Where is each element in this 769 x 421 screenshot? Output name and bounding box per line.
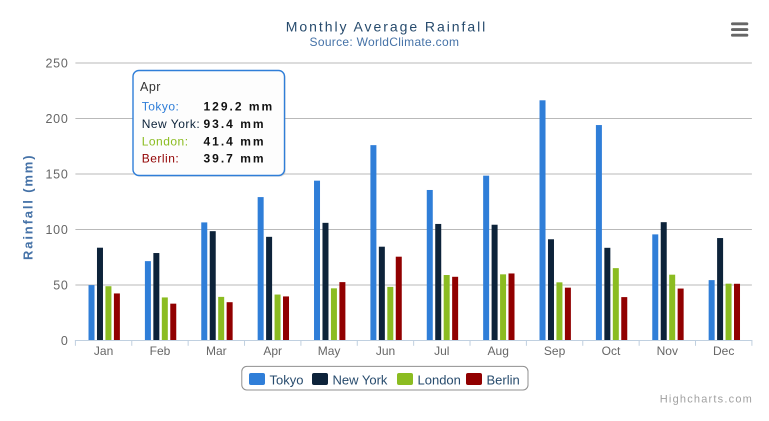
svg-text:Jul: Jul xyxy=(434,344,449,358)
svg-text:0: 0 xyxy=(61,334,69,348)
svg-text:Feb: Feb xyxy=(150,344,171,358)
svg-text:Jun: Jun xyxy=(376,344,395,358)
svg-text:Aug: Aug xyxy=(488,344,509,358)
svg-text:129.2 mm: 129.2 mm xyxy=(204,100,275,114)
svg-text:London: London xyxy=(418,372,461,387)
svg-text:Source: WorldClimate.com: Source: WorldClimate.com xyxy=(310,35,460,49)
svg-text:Berlin: Berlin xyxy=(487,372,520,387)
svg-text:150: 150 xyxy=(46,168,69,182)
svg-text:200: 200 xyxy=(46,112,69,126)
svg-text:39.7 mm: 39.7 mm xyxy=(204,152,266,166)
svg-text:Mar: Mar xyxy=(206,344,227,358)
svg-text:May: May xyxy=(318,344,341,358)
svg-text:Monthly Average Rainfall: Monthly Average Rainfall xyxy=(286,19,487,35)
svg-text:New York:: New York: xyxy=(142,117,201,131)
svg-text:250: 250 xyxy=(46,57,69,71)
svg-text:Oct: Oct xyxy=(602,344,621,358)
svg-text:93.4 mm: 93.4 mm xyxy=(204,117,266,131)
svg-text:Sep: Sep xyxy=(544,344,566,358)
svg-text:41.4 mm: 41.4 mm xyxy=(204,134,266,148)
svg-text:Tokyo:: Tokyo: xyxy=(142,100,180,114)
svg-text:Tokyo: Tokyo xyxy=(270,372,304,387)
svg-text:Berlin:: Berlin: xyxy=(142,152,180,166)
svg-text:London:: London: xyxy=(142,134,189,148)
svg-text:Jan: Jan xyxy=(94,344,113,358)
svg-text:Nov: Nov xyxy=(657,344,678,358)
svg-text:50: 50 xyxy=(53,279,68,293)
svg-text:Dec: Dec xyxy=(713,344,734,358)
svg-text:Highcharts.com: Highcharts.com xyxy=(660,394,753,406)
svg-text:Apr: Apr xyxy=(140,80,161,94)
svg-text:100: 100 xyxy=(46,223,69,237)
svg-text:New York: New York xyxy=(333,372,388,387)
svg-text:Apr: Apr xyxy=(263,344,282,358)
svg-text:Rainfall (mm): Rainfall (mm) xyxy=(21,154,36,260)
